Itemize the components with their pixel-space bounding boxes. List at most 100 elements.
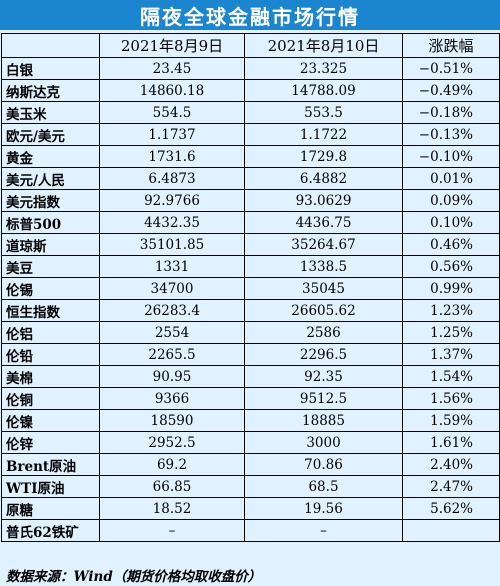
value-aug10: 553.5 [244,101,403,124]
value-aug10: 6.4882 [244,167,403,190]
value-aug10: 93.0629 [244,189,403,212]
value-aug10: 2296.5 [244,343,403,366]
instrument-name: 原糖 [1,497,100,520]
change-percent: 1.56% [402,387,500,410]
change-percent: 1.23% [402,299,500,322]
change-percent: 2.40% [402,453,500,476]
instrument-name: 伦铝 [1,321,100,344]
instrument-name: 美棉 [1,365,100,388]
table-row: 伦镍 18590 18885 1.59% [1,409,500,432]
value-aug9: 92.9766 [99,189,245,212]
table-row: 美元/人民 6.4873 6.4882 0.01% [1,167,500,190]
value-aug9: 90.95 [99,365,245,388]
value-aug9: 69.2 [99,453,245,476]
value-aug10: 70.86 [244,453,403,476]
value-aug10: 19.56 [244,497,403,520]
table-row: 美玉米 554.5 553.5 −0.18% [1,101,500,124]
value-aug9: 18.52 [99,497,245,520]
value-aug9: 6.4873 [99,167,245,190]
change-percent: 0.09% [402,189,500,212]
change-percent: 0.01% [402,167,500,190]
table-row: 黄金 1731.6 1729.8 −0.10% [1,145,500,168]
change-percent: 1.37% [402,343,500,366]
change-percent: 5.62% [402,497,500,520]
change-percent: −0.10% [402,145,500,168]
change-percent: 0.46% [402,233,500,256]
change-percent: 0.99% [402,277,500,300]
table-row: 道琼斯 35101.85 35264.67 0.46% [1,233,500,256]
value-aug10: 35264.67 [244,233,403,256]
header-name [1,33,100,58]
instrument-name: WTI原油 [1,475,100,498]
value-aug9: 23.45 [99,57,245,80]
value-aug9: – [99,519,245,542]
table-row: 伦铝 2554 2586 1.25% [1,321,500,344]
table-row: 美豆 1331 1338.5 0.56% [1,255,500,278]
table-row: 伦铅 2265.5 2296.5 1.37% [1,343,500,366]
table-row: 伦铜 9366 9512.5 1.56% [1,387,500,410]
change-percent: −0.49% [402,79,500,102]
value-aug10: 18885 [244,409,403,432]
instrument-name: Brent原油 [1,453,100,476]
change-percent [402,519,500,542]
value-aug10: 4436.75 [244,211,403,234]
value-aug10: 1729.8 [244,145,403,168]
change-percent: −0.51% [402,57,500,80]
table-header-row: 2021年8月9日 2021年8月10日 涨跌幅 [1,33,500,58]
table-row: 普氏62铁矿 – – [1,519,500,542]
instrument-name: 伦铅 [1,343,100,366]
value-aug9: 66.85 [99,475,245,498]
instrument-name: 伦锡 [1,277,100,300]
change-percent: 1.25% [402,321,500,344]
header-change: 涨跌幅 [402,33,500,58]
table-row: 美元指数 92.9766 93.0629 0.09% [1,189,500,212]
table-row: 恒生指数 26283.4 26605.62 1.23% [1,299,500,322]
instrument-name: 标普500 [1,211,100,234]
value-aug9: 1731.6 [99,145,245,168]
table-row: 原糖 18.52 19.56 5.62% [1,497,500,520]
change-percent: −0.18% [402,101,500,124]
quotes-table: 2021年8月9日 2021年8月10日 涨跌幅 白银 23.45 23.325 −0… [1,33,500,542]
table-row: 标普500 4432.35 4436.75 0.10% [1,211,500,234]
instrument-name: 纳斯达克 [1,79,100,102]
change-percent: 2.47% [402,475,500,498]
value-aug10: 3000 [244,431,403,454]
instrument-name: 欧元/美元 [1,123,100,146]
value-aug10: 2586 [244,321,403,344]
instrument-name: 恒生指数 [1,299,100,322]
change-percent: 1.59% [402,409,500,432]
table-row: 欧元/美元 1.1737 1.1722 −0.13% [1,123,500,146]
value-aug9: 26283.4 [99,299,245,322]
table-row: 美棉 90.95 92.35 1.54% [1,365,500,388]
change-percent: 1.61% [402,431,500,454]
instrument-name: 伦铜 [1,387,100,410]
value-aug9: 9366 [99,387,245,410]
value-aug9: 2554 [99,321,245,344]
value-aug9: 35101.85 [99,233,245,256]
page-title: 隔夜全球金融市场行情 [0,0,500,30]
header-aug10: 2021年8月10日 [244,33,403,58]
value-aug9: 18590 [99,409,245,432]
value-aug9: 34700 [99,277,245,300]
value-aug9: 1.1737 [99,123,245,146]
value-aug10: 26605.62 [244,299,403,322]
value-aug9: 2952.5 [99,431,245,454]
table-row: WTI原油 66.85 68.5 2.47% [1,475,500,498]
value-aug10: 23.325 [244,57,403,80]
instrument-name: 美玉米 [1,101,100,124]
value-aug10: – [244,519,403,542]
table-row: 伦锌 2952.5 3000 1.61% [1,431,500,454]
value-aug10: 1.1722 [244,123,403,146]
change-percent: −0.13% [402,123,500,146]
instrument-name: 道琼斯 [1,233,100,256]
change-percent: 0.56% [402,255,500,278]
instrument-name: 伦锌 [1,431,100,454]
instrument-name: 黄金 [1,145,100,168]
value-aug10: 92.35 [244,365,403,388]
header-aug9: 2021年8月9日 [99,33,245,58]
value-aug10: 9512.5 [244,387,403,410]
value-aug10: 14788.09 [244,79,403,102]
table-row: Brent原油 69.2 70.86 2.40% [1,453,500,476]
value-aug9: 4432.35 [99,211,245,234]
